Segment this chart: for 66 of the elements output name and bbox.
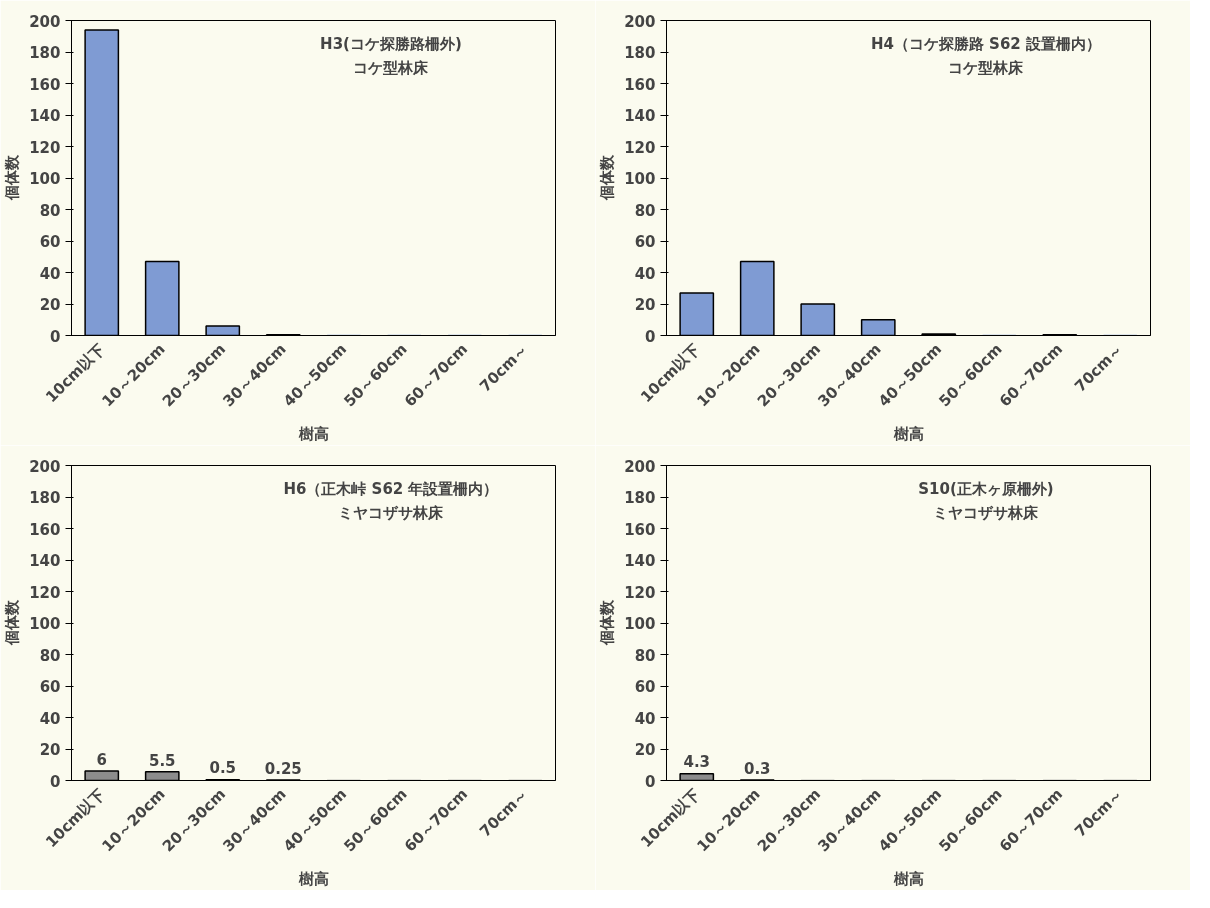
y-tick-label: 40 bbox=[634, 709, 656, 728]
y-tick-label: 100 bbox=[624, 615, 656, 633]
y-tick-label: 80 bbox=[39, 201, 61, 220]
y-tick-label: 20 bbox=[39, 296, 61, 314]
y-tick-label: 20 bbox=[39, 741, 61, 759]
text: ミヤコザサ林床 bbox=[933, 503, 1040, 522]
y-axis-title: 個体数 bbox=[3, 599, 22, 647]
text: H3(コケ探勝路柵外) bbox=[320, 35, 462, 54]
y-tick-label: 40 bbox=[634, 264, 656, 283]
y-tick-label: 20 bbox=[634, 296, 656, 314]
y-tick-label: 0 bbox=[645, 772, 656, 791]
y-tick-label: 140 bbox=[29, 107, 61, 125]
y-tick-label: 200 bbox=[624, 12, 656, 31]
y-axis-title: 個体数 bbox=[598, 599, 617, 647]
data-label: 6 bbox=[96, 750, 107, 769]
y-tick-label: 80 bbox=[634, 201, 656, 220]
x-axis-title: 樹高 bbox=[297, 869, 329, 888]
y-tick-label: 60 bbox=[39, 678, 61, 696]
y-tick-label: 40 bbox=[39, 709, 61, 728]
y-tick-label: 160 bbox=[29, 75, 61, 94]
y-tick-label: 120 bbox=[624, 583, 656, 602]
text: コケ型林床 bbox=[948, 58, 1025, 77]
y-tick-label: 20 bbox=[634, 741, 656, 759]
y-tick-label: 40 bbox=[39, 264, 61, 283]
y-tick-label: 80 bbox=[634, 646, 656, 665]
text: H6（正木峠 S62 年設置柵内） bbox=[283, 480, 499, 499]
y-tick-label: 140 bbox=[29, 552, 61, 570]
y-axis-title: 個体数 bbox=[3, 154, 22, 202]
text: S10(正木ヶ原柵外) bbox=[918, 480, 1054, 499]
y-tick-label: 120 bbox=[29, 583, 61, 602]
y-axis-title: 個体数 bbox=[598, 154, 617, 202]
y-tick-label: 0 bbox=[645, 327, 656, 346]
text: コケ型林床 bbox=[353, 58, 430, 77]
y-tick-label: 200 bbox=[624, 457, 656, 476]
y-tick-label: 180 bbox=[624, 44, 656, 62]
y-tick-label: 140 bbox=[624, 107, 656, 125]
y-tick-label: 140 bbox=[624, 552, 656, 570]
y-tick-label: 60 bbox=[39, 233, 61, 251]
y-tick-label: 200 bbox=[29, 457, 61, 476]
y-tick-label: 160 bbox=[624, 75, 656, 94]
data-label: 4.3 bbox=[683, 753, 711, 772]
y-tick-label: 0 bbox=[50, 327, 61, 346]
y-tick-label: 100 bbox=[29, 170, 61, 188]
data-label: 0.5 bbox=[209, 759, 237, 778]
y-tick-label: 160 bbox=[29, 520, 61, 539]
y-tick-label: 0 bbox=[50, 772, 61, 791]
y-tick-label: 160 bbox=[624, 520, 656, 539]
y-tick-label: 180 bbox=[624, 489, 656, 507]
y-tick-label: 100 bbox=[29, 615, 61, 633]
y-tick-label: 120 bbox=[29, 138, 61, 157]
y-tick-label: 180 bbox=[29, 44, 61, 62]
y-tick-label: 100 bbox=[624, 170, 656, 188]
y-tick-label: 200 bbox=[29, 12, 61, 31]
text: H4（コケ探勝路 S62 設置柵内） bbox=[870, 35, 1102, 54]
x-axis-title: 樹高 bbox=[892, 424, 924, 443]
text: ミヤコザサ林床 bbox=[338, 503, 445, 522]
x-axis-title: 樹高 bbox=[297, 424, 329, 443]
data-label: 5.5 bbox=[148, 751, 176, 770]
data-label: 0.3 bbox=[743, 759, 771, 778]
y-tick-label: 120 bbox=[624, 138, 656, 157]
y-tick-label: 80 bbox=[39, 646, 61, 665]
y-tick-label: 60 bbox=[634, 233, 656, 251]
x-axis-title: 樹高 bbox=[892, 869, 924, 888]
y-tick-label: 180 bbox=[29, 489, 61, 507]
data-label: 0.25 bbox=[264, 759, 302, 778]
y-tick-label: 60 bbox=[634, 678, 656, 696]
